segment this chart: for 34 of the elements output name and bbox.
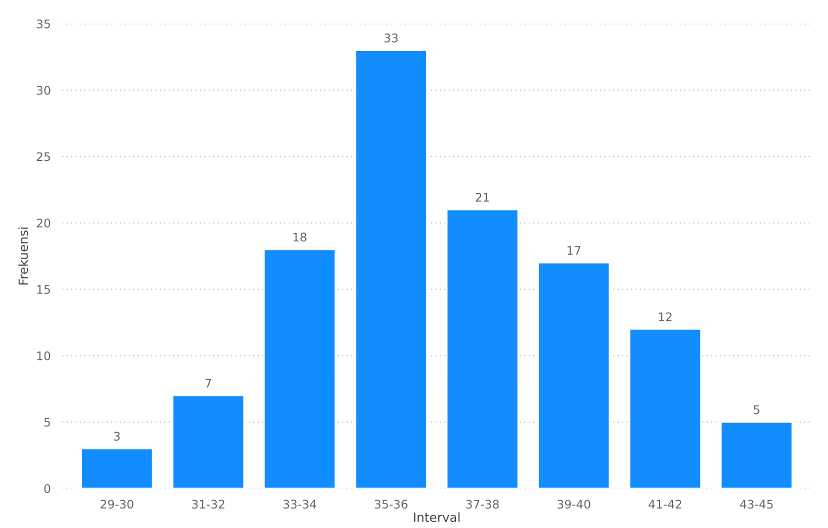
data-label: 33 bbox=[384, 34, 398, 42]
bar bbox=[538, 262, 610, 488]
data-label: 21 bbox=[476, 192, 489, 202]
y-tick-label: 5 bbox=[44, 418, 50, 427]
data-label: 17 bbox=[568, 246, 580, 255]
x-tick-label: 37-38 bbox=[466, 500, 499, 509]
x-axis-title: Interval bbox=[414, 512, 460, 522]
x-tick-label: 41-42 bbox=[648, 500, 682, 508]
y-tick-label: 35 bbox=[36, 19, 50, 28]
bar bbox=[628, 328, 702, 488]
bar bbox=[720, 421, 793, 488]
x-tick-label: 35-36 bbox=[374, 500, 408, 509]
data-label: 5 bbox=[754, 405, 760, 414]
bar bbox=[172, 394, 245, 488]
bar bbox=[354, 50, 428, 488]
bar bbox=[446, 208, 519, 488]
y-tick-label: 10 bbox=[37, 351, 50, 360]
y-tick-label: 20 bbox=[36, 218, 50, 228]
data-label: 7 bbox=[206, 378, 212, 388]
x-tick-label: 33-34 bbox=[283, 500, 316, 509]
y-tick-label: 30 bbox=[36, 86, 50, 95]
y-tick-label: 25 bbox=[36, 152, 50, 162]
x-tick-label: 43-45 bbox=[740, 500, 773, 509]
y-tick-label: 0 bbox=[44, 484, 50, 494]
y-tick-label: 15 bbox=[37, 285, 50, 294]
x-tick-label: 31-32 bbox=[192, 500, 224, 509]
bar bbox=[80, 448, 154, 488]
x-tick-label: 29-30 bbox=[100, 500, 134, 509]
data-label: 12 bbox=[659, 312, 672, 322]
x-tick-label: 39-40 bbox=[558, 500, 590, 509]
data-label: 3 bbox=[114, 432, 120, 441]
bar bbox=[263, 248, 336, 488]
data-label: 18 bbox=[293, 232, 306, 242]
y-axis-title: Frekuensi bbox=[18, 228, 28, 284]
